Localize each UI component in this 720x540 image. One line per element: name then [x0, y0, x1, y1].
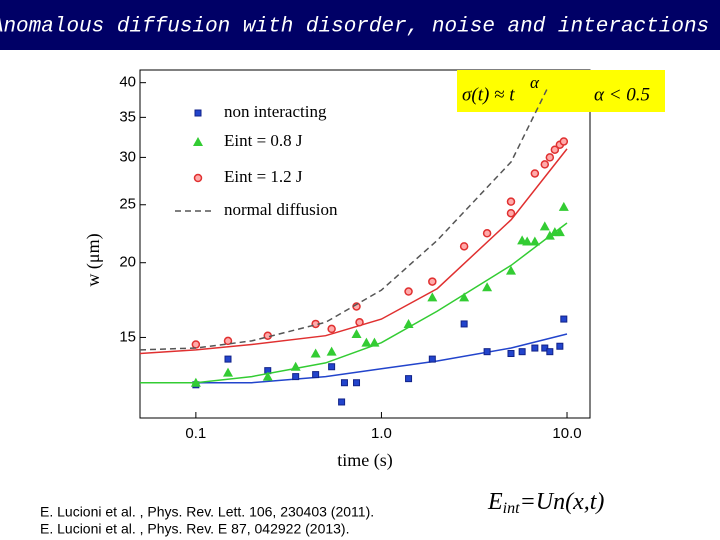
data-point	[292, 373, 300, 381]
reference: E. Lucioni et al. , Phys. Rev. E 87, 042…	[40, 521, 349, 537]
data-point	[369, 337, 380, 347]
legend-swatch	[193, 173, 203, 183]
data-point	[482, 282, 493, 292]
data-point	[224, 355, 232, 363]
legend-label: non interacting	[224, 102, 327, 121]
x-tick-label: 10.0	[552, 425, 581, 442]
data-point	[482, 229, 492, 238]
y-tick-label: 25	[119, 196, 136, 213]
data-point	[326, 346, 337, 356]
data-point	[459, 292, 470, 302]
data-point	[427, 292, 438, 302]
plot-frame	[139, 69, 591, 419]
trend-line	[139, 88, 548, 351]
data-point	[560, 315, 568, 323]
data-point	[290, 361, 301, 371]
data-point	[355, 318, 364, 327]
legend-swatch	[194, 109, 202, 117]
data-point	[428, 277, 437, 286]
data-point	[460, 320, 468, 328]
data-point	[505, 265, 516, 275]
data-point	[506, 197, 516, 206]
data-point	[529, 236, 540, 246]
data-point	[544, 230, 555, 240]
data-point	[353, 379, 361, 387]
x-tick-label: 1.0	[371, 425, 392, 442]
formula-box	[457, 70, 665, 112]
y-tick-label: 35	[119, 108, 136, 125]
fit-line	[139, 148, 568, 355]
data-point	[506, 208, 516, 218]
data-point	[262, 371, 273, 381]
legend-label: normal diffusion	[224, 200, 338, 219]
data-point	[361, 337, 372, 347]
data-point	[531, 344, 539, 352]
data-point	[546, 348, 554, 356]
data-point	[550, 145, 560, 154]
data-point	[483, 348, 491, 356]
y-tick-label: 15	[119, 328, 136, 345]
data-point	[223, 367, 234, 377]
data-point	[190, 377, 201, 387]
annotation: σ(t) ≈ t	[462, 84, 515, 105]
y-tick-label: 20	[119, 254, 136, 271]
data-point	[554, 227, 565, 237]
data-point	[507, 350, 515, 358]
data-point	[328, 363, 336, 371]
data-point	[428, 355, 436, 363]
data-point	[541, 344, 549, 352]
x-axis-label: time (s)	[337, 450, 393, 471]
annotation: α < 0.5	[594, 84, 650, 105]
legend-label: Eint = 0.8 J	[224, 131, 303, 150]
fit-line	[140, 333, 568, 384]
data-point	[522, 236, 533, 246]
legend-swatch	[193, 137, 203, 146]
x-tick-label: 0.1	[185, 425, 206, 442]
data-point	[404, 287, 413, 296]
data-point	[559, 137, 569, 146]
data-point	[540, 160, 550, 169]
data-point	[312, 371, 320, 379]
data-point	[539, 221, 550, 231]
data-point	[351, 328, 362, 338]
data-point	[459, 242, 469, 251]
data-point	[310, 348, 321, 358]
y-tick-label: 40	[119, 74, 136, 91]
data-point	[191, 340, 201, 349]
fit-line	[140, 222, 568, 384]
equation: Eint=Un(x,t)	[487, 489, 604, 517]
reference: E. Lucioni et al. , Phys. Rev. Lett. 106…	[40, 504, 374, 520]
y-tick-label: 30	[119, 148, 136, 165]
data-point	[530, 169, 540, 178]
data-point	[223, 336, 233, 346]
y-axis-label: w (μm)	[83, 233, 104, 286]
legend-label: Eint = 1.2 J	[224, 167, 303, 186]
data-point	[338, 398, 346, 406]
data-point	[340, 379, 348, 387]
data-point	[403, 318, 414, 328]
slide-title: Anomalous diffusion with disorder, noise…	[0, 16, 709, 39]
data-point	[556, 342, 564, 350]
annotation: α	[530, 73, 540, 92]
data-point	[327, 324, 336, 334]
title-bar	[0, 0, 720, 50]
data-point	[518, 348, 526, 356]
data-point	[405, 375, 413, 383]
data-point	[545, 153, 555, 162]
data-point	[558, 201, 569, 211]
